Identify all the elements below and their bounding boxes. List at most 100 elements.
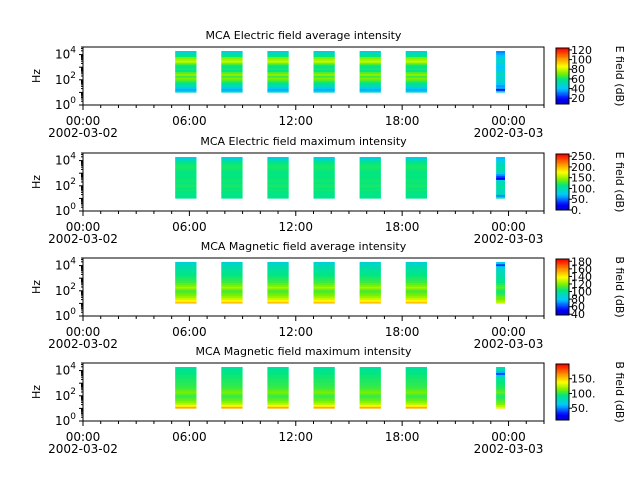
spectrogram-cell bbox=[496, 301, 505, 304]
spectrogram-cell bbox=[267, 404, 289, 407]
spectrogram-cell bbox=[405, 158, 427, 162]
y-tick-label: 100 bbox=[55, 96, 76, 112]
spectrogram-cell bbox=[313, 290, 335, 293]
spectrogram-cell bbox=[496, 372, 505, 375]
spectrogram-cell bbox=[313, 372, 335, 375]
spectrogram-cell bbox=[359, 86, 381, 89]
spectrogram-cell bbox=[405, 162, 427, 165]
spectrogram-cell bbox=[359, 295, 381, 299]
colorbar-swatch bbox=[556, 161, 569, 163]
spectrogram-block-7 bbox=[496, 367, 505, 409]
spectrogram-cell bbox=[496, 376, 505, 379]
colorbar-tick-label: 150. bbox=[571, 373, 596, 386]
spectrogram-block-7 bbox=[496, 157, 505, 199]
spectrogram-cell bbox=[359, 376, 381, 379]
colorbar-swatch bbox=[556, 387, 569, 390]
colorbar-frame bbox=[555, 47, 570, 105]
spectrogram-cell bbox=[405, 376, 427, 379]
x-tick-label: 18:00 bbox=[385, 114, 420, 128]
spectrogram-cell bbox=[267, 370, 289, 374]
spectrogram-cell bbox=[221, 370, 243, 374]
spectrogram-cell bbox=[221, 186, 243, 190]
x-tick-label: 06:00 bbox=[172, 220, 207, 234]
spectrogram-cell bbox=[405, 380, 427, 383]
colorbar-swatch bbox=[556, 48, 569, 50]
colorbar-swatch bbox=[556, 401, 569, 404]
spectrogram-cell bbox=[267, 75, 289, 78]
spectrogram-cell bbox=[496, 179, 505, 182]
y-tick-exponent: 4 bbox=[70, 257, 76, 267]
spectrogram-cell bbox=[221, 67, 243, 71]
colorbar-swatch bbox=[556, 186, 569, 189]
spectrogram-cell bbox=[313, 160, 335, 164]
spectrogram-cell bbox=[359, 194, 381, 197]
spectrogram-cell bbox=[175, 367, 197, 370]
colorbar-swatch bbox=[556, 399, 569, 401]
spectrogram-cell bbox=[175, 157, 197, 160]
spectrogram-cell bbox=[313, 387, 335, 390]
spectrogram-cell bbox=[313, 378, 335, 381]
colorbar-swatch bbox=[556, 168, 569, 170]
spectrogram-cell bbox=[405, 179, 427, 182]
spectrogram-cell bbox=[405, 284, 427, 287]
spectrogram-block-5 bbox=[359, 51, 381, 93]
y-tick-base: 10 bbox=[55, 154, 70, 168]
y-tick-label: 102 bbox=[55, 71, 76, 87]
spectrogram-cell bbox=[267, 391, 289, 394]
colorbar-swatch bbox=[556, 288, 569, 291]
spectrogram-cell bbox=[267, 86, 289, 89]
colorbar-swatch bbox=[556, 298, 569, 301]
y-tick-base: 10 bbox=[55, 259, 70, 273]
spectrogram-cell bbox=[221, 86, 243, 89]
colorbar-swatch bbox=[556, 200, 569, 203]
spectrogram-cell bbox=[496, 172, 505, 175]
spectrogram-cell bbox=[221, 64, 243, 67]
spectrogram-cell bbox=[359, 396, 381, 400]
colorbar-swatch bbox=[556, 101, 569, 104]
y-tick-exponent: 0 bbox=[70, 96, 76, 106]
colorbar-swatch bbox=[556, 400, 569, 403]
spectrogram-cell bbox=[267, 382, 289, 385]
colorbar-swatch bbox=[556, 365, 569, 368]
spectrogram-cell bbox=[405, 271, 427, 274]
spectrogram-cell bbox=[221, 293, 243, 297]
spectrogram-cell bbox=[175, 90, 197, 93]
colorbar-tick-label: 160 bbox=[571, 263, 592, 276]
x-tick-label: 12:00 bbox=[278, 114, 313, 128]
colorbar-swatch bbox=[556, 154, 569, 156]
colorbar-tick-label: 50. bbox=[571, 402, 589, 415]
colorbar-swatch bbox=[556, 92, 569, 95]
spectrogram-cell bbox=[221, 273, 243, 276]
spectrogram-cell bbox=[359, 262, 381, 265]
spectrogram-cell bbox=[175, 280, 197, 284]
spectrogram-block-6 bbox=[405, 51, 427, 93]
spectrogram-cell bbox=[359, 82, 381, 86]
spectrogram-cell bbox=[405, 196, 427, 199]
spectrogram-cell bbox=[221, 271, 243, 274]
colorbar-swatch bbox=[556, 404, 569, 407]
spectrogram-cell bbox=[405, 58, 427, 61]
spectrogram-cell bbox=[405, 69, 427, 73]
spectrogram-cell bbox=[313, 367, 335, 370]
spectrogram-cell bbox=[359, 75, 381, 78]
x-tick-label: 18:00 bbox=[385, 430, 420, 444]
colorbar: 250.200.150.100.50.0. E field (dB) bbox=[555, 150, 626, 217]
colorbar-swatch bbox=[556, 83, 569, 85]
spectrogram-cell bbox=[175, 67, 197, 71]
spectrogram-cell bbox=[175, 267, 197, 270]
spectrogram-cell bbox=[175, 80, 197, 84]
spectrogram-cell bbox=[405, 185, 427, 188]
spectrogram-cell bbox=[221, 73, 243, 76]
spectrogram-cell bbox=[221, 291, 243, 295]
spectrogram-cell bbox=[405, 181, 427, 184]
spectrogram-cell bbox=[313, 157, 335, 160]
spectrogram-cell bbox=[405, 56, 427, 59]
colorbar-swatch bbox=[556, 190, 569, 193]
colorbar-swatch bbox=[556, 184, 569, 187]
spectrogram-cell bbox=[496, 62, 505, 65]
spectrogram-cell bbox=[313, 271, 335, 274]
spectrogram-cell bbox=[175, 301, 197, 304]
spectrogram-cell bbox=[359, 291, 381, 295]
